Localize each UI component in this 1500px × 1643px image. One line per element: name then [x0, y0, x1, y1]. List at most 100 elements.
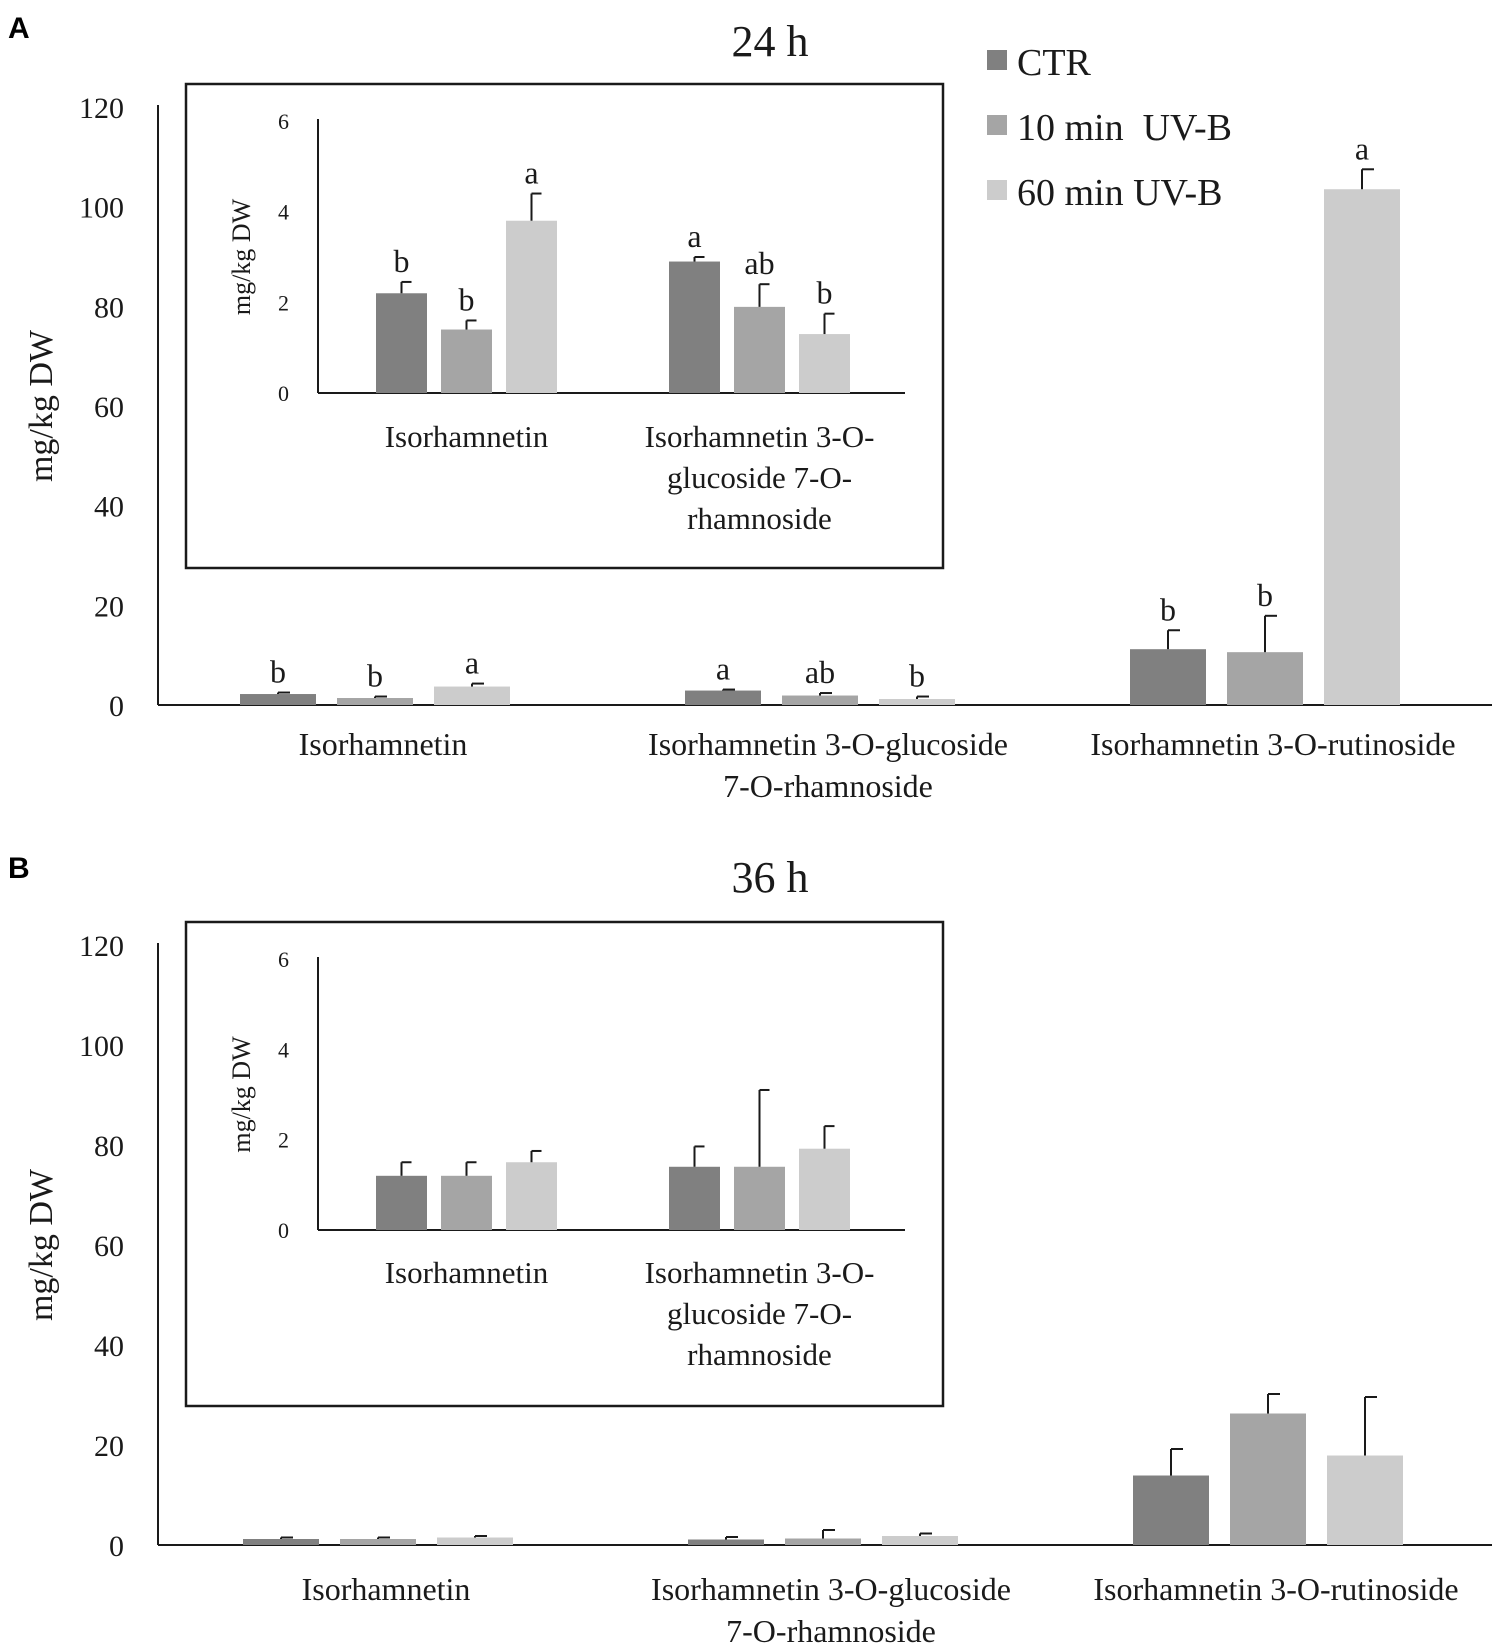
main-bar-ctr-3 [1130, 649, 1206, 705]
inset-category-label-2: rhamnoside [687, 1337, 832, 1372]
inset-y-tick-label: 0 [278, 381, 289, 406]
main-significance-letter-10min-1: b [367, 658, 383, 694]
main-category-label-2: 7-O-rhamnoside [726, 1613, 936, 1643]
main-y-tick-label: 20 [94, 590, 124, 623]
legend-swatch-10min [987, 115, 1007, 135]
inset-significance-letter-60min-2: b [817, 275, 833, 311]
inset-significance-letter-ctr-2: a [687, 218, 701, 254]
inset-y-axis-title: mg/kg DW [227, 198, 256, 315]
main-bar-ctr-3 [1133, 1475, 1209, 1545]
inset-category-label-2: glucoside 7-O- [667, 1296, 852, 1331]
main-category-label-2: Isorhamnetin 3-O-glucoside [648, 726, 1008, 762]
inset-significance-letter-10min-2: ab [744, 245, 774, 281]
main-significance-letter-60min-3: a [1355, 130, 1369, 166]
main-y-tick-label: 40 [94, 1330, 124, 1363]
main-significance-letter-10min-2: ab [805, 654, 835, 690]
inset-category-label-2: glucoside 7-O- [667, 460, 852, 495]
inset-y-tick-label: 0 [278, 1218, 289, 1243]
inset-significance-letter-10min-1: b [459, 281, 475, 317]
main-bar-60min-1 [437, 1537, 513, 1545]
main-bar-ctr-1 [243, 1539, 319, 1545]
inset-chart-b: 0 2 4 6 mg/kg DW Isorhamnetin Isorhamnetin 3-O… [227, 947, 905, 1372]
main-y-tick-label: 20 [94, 1430, 124, 1463]
inset-significance-letter-60min-1: a [524, 155, 538, 191]
main-significance-letter-10min-3: b [1257, 577, 1273, 613]
main-bar-ctr-2 [688, 1539, 764, 1545]
inset-category-label-2: Isorhamnetin 3-O- [645, 1255, 875, 1290]
inset-y-tick-label: 6 [278, 947, 289, 972]
inset-bar-10min-1 [441, 1175, 492, 1230]
main-category-label-1: Isorhamnetin [302, 1571, 471, 1607]
main-y-tick-label: 80 [94, 291, 124, 324]
chart-title-a: 24 h [732, 17, 809, 66]
main-bar-10min-1 [337, 698, 413, 705]
main-y-tick-label: 80 [94, 1130, 124, 1163]
main-bar-10min-2 [782, 695, 858, 705]
inset-bar-60min-1 [506, 1162, 557, 1230]
main-bar-60min-1 [434, 686, 510, 705]
main-significance-letter-60min-1: a [465, 645, 479, 681]
legend: CTR 10 min UV-B 60 min UV-B [987, 42, 1232, 214]
main-bar-60min-3 [1327, 1455, 1403, 1545]
inset-bar-10min-2 [734, 306, 785, 393]
main-significance-letter-60min-2: b [909, 658, 925, 694]
inset-bar-ctr-1 [376, 293, 427, 393]
inset-category-label-2: rhamnoside [687, 501, 832, 536]
main-y-tick-label: 100 [79, 192, 124, 225]
inset-significance-letter-ctr-1: b [394, 243, 410, 279]
inset-y-tick-label: 4 [278, 1037, 289, 1062]
inset-y-tick-label: 2 [278, 290, 289, 315]
main-y-tick-label: 40 [94, 491, 124, 524]
inset-frame-a [184, 82, 945, 570]
main-bar-10min-1 [340, 1539, 416, 1545]
main-bar-60min-2 [882, 1536, 958, 1545]
main-category-label-2: Isorhamnetin 3-O-glucoside [651, 1571, 1011, 1607]
main-bar-ctr-2 [685, 690, 761, 705]
main-category-label-1: Isorhamnetin [299, 726, 468, 762]
main-y-tick-label: 0 [109, 690, 124, 723]
inset-bar-10min-1 [441, 329, 492, 393]
main-bar-ctr-1 [240, 694, 316, 705]
inset-y-tick-label: 2 [278, 1128, 289, 1153]
legend-label-ctr: CTR [1017, 42, 1092, 84]
main-category-label-3: Isorhamnetin 3-O-rutinoside [1090, 726, 1455, 762]
main-category-label-2: 7-O-rhamnoside [723, 768, 933, 804]
main-significance-letter-ctr-2: a [716, 651, 730, 687]
main-y-axis-title: mg/kg DW [23, 329, 60, 482]
main-y-tick-label: 120 [79, 92, 124, 125]
main-y-tick-label: 120 [79, 930, 124, 963]
inset-category-label-2: Isorhamnetin 3-O- [645, 419, 875, 454]
inset-category-label-1: Isorhamnetin [385, 1255, 549, 1290]
main-significance-letter-ctr-1: b [270, 654, 286, 690]
inset-category-label-1: Isorhamnetin [385, 419, 549, 454]
inset-bar-ctr-2 [669, 261, 720, 393]
panel-label-a: A [8, 12, 30, 45]
main-y-tick-label: 0 [109, 1530, 124, 1563]
main-y-axis-title: mg/kg DW [23, 1168, 60, 1321]
inset-y-axis-title: mg/kg DW [227, 1036, 256, 1153]
main-bar-10min-3 [1227, 652, 1303, 705]
inset-bar-60min-2 [799, 1148, 850, 1230]
inset-bar-10min-2 [734, 1166, 785, 1230]
main-bar-10min-2 [785, 1538, 861, 1545]
main-y-tick-label: 60 [94, 1230, 124, 1263]
legend-swatch-60min [987, 180, 1007, 200]
main-y-tick-label: 60 [94, 391, 124, 424]
panel-a: A 24 h CTR 10 min UV-B 60 min UV-B 02040… [8, 12, 1492, 804]
panel-label-b: B [8, 852, 30, 885]
inset-bar-60min-2 [799, 334, 850, 393]
inset-bar-ctr-1 [376, 1175, 427, 1230]
main-bar-60min-2 [879, 699, 955, 705]
legend-swatch-ctr [987, 50, 1007, 70]
legend-label-10min: 10 min UV-B [1017, 107, 1232, 149]
main-y-tick-label: 100 [79, 1030, 124, 1063]
inset-y-tick-label: 4 [278, 200, 289, 225]
main-bar-10min-3 [1230, 1413, 1306, 1545]
main-category-label-3: Isorhamnetin 3-O-rutinoside [1093, 1571, 1458, 1607]
chart-title-b: 36 h [732, 853, 809, 902]
